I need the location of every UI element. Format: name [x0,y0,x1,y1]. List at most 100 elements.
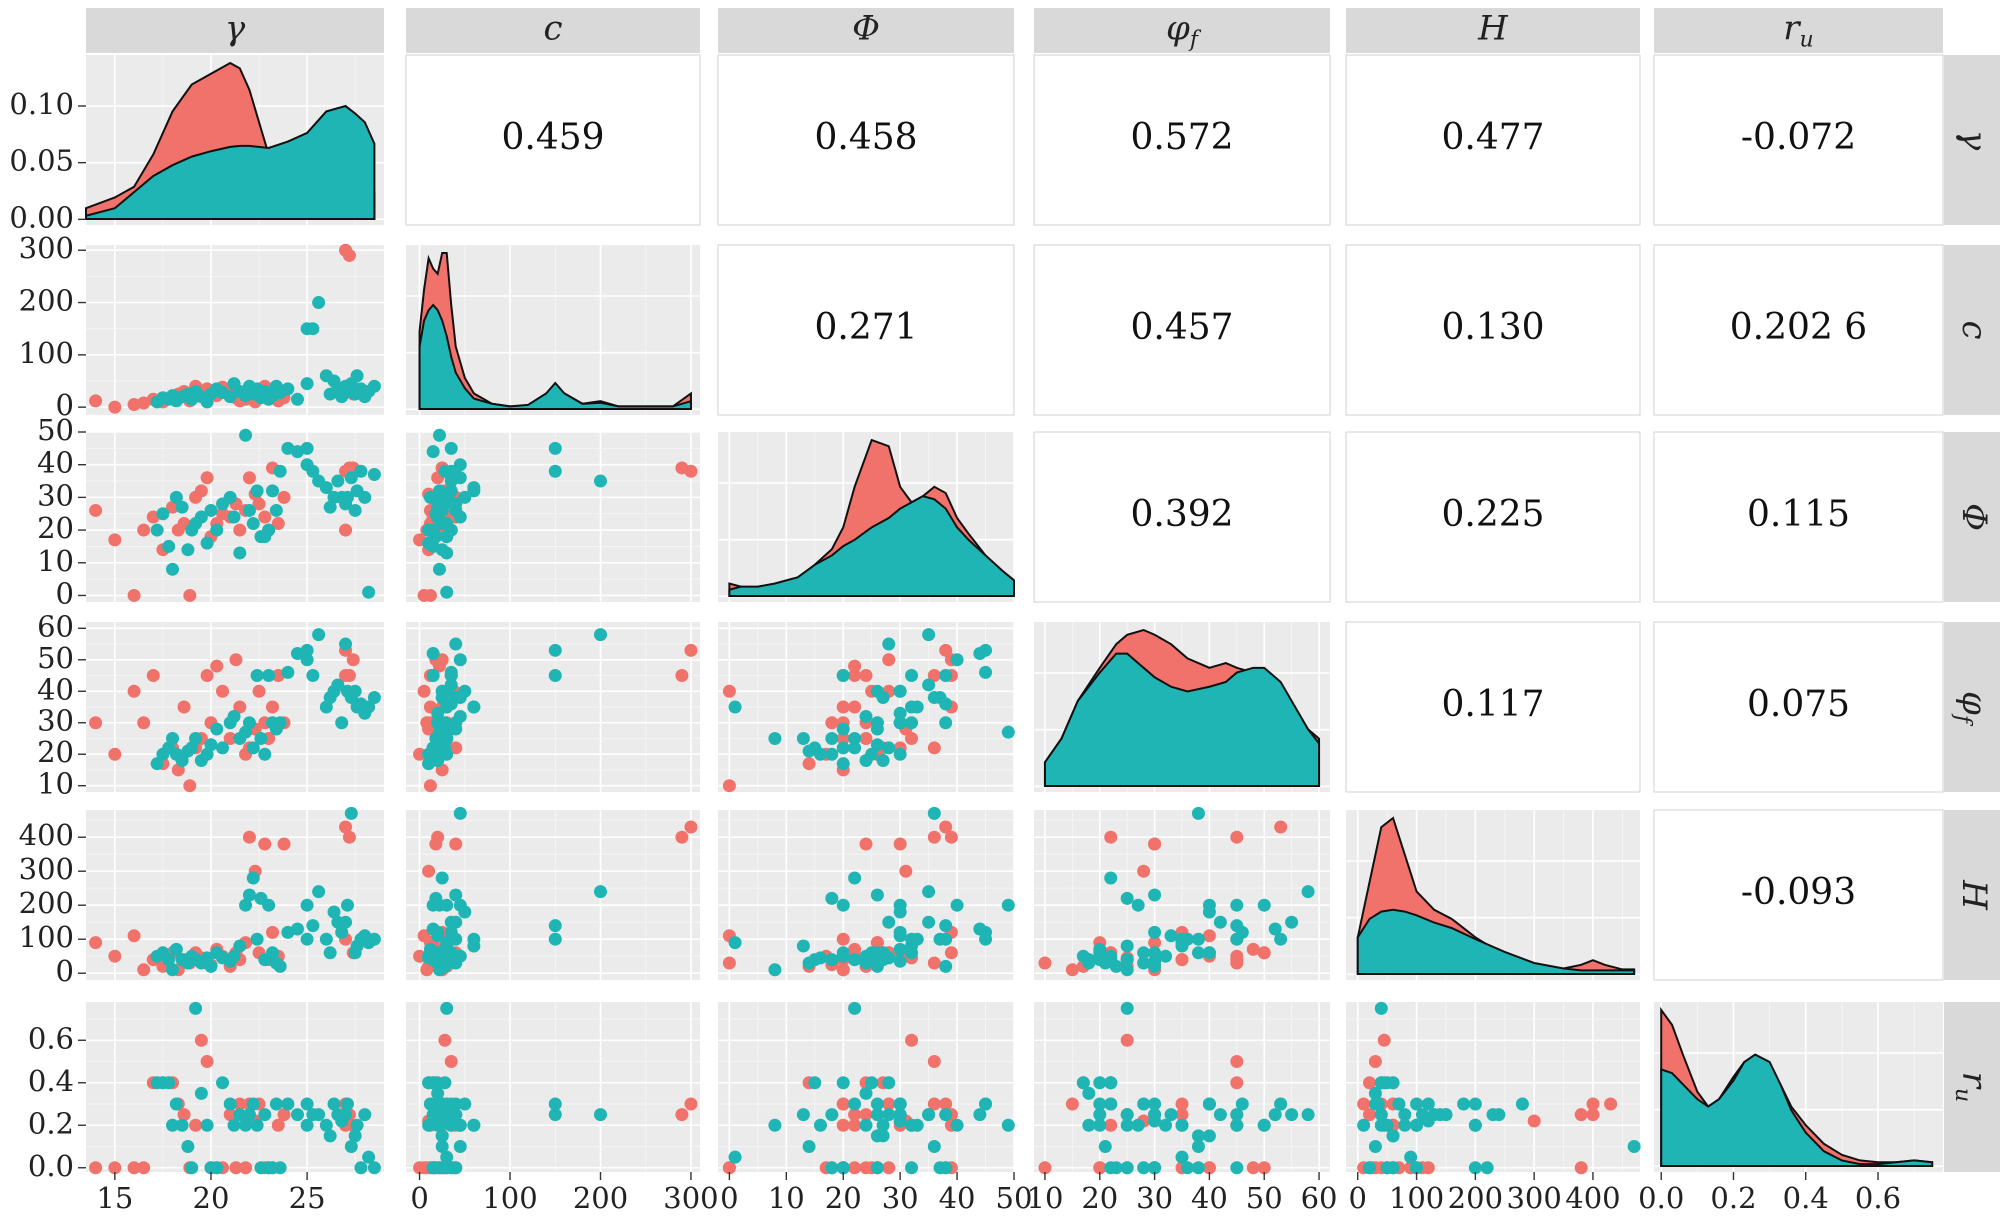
point-series-a [927,956,941,970]
point-series-a [233,700,247,714]
point-series-b [1492,1108,1506,1122]
y-tick-label: 0.4 [28,1064,74,1098]
point-series-b [290,392,304,406]
density-area-group-b [1660,1053,1934,1167]
point-series-b [1120,1161,1134,1175]
correlation-value: -0.093 [1741,872,1856,913]
point-series-b [300,643,314,657]
point-series-b [210,722,224,736]
point-series-b [300,441,314,455]
panel-c-c [406,245,700,415]
strip-row-bg [1944,245,2000,415]
point-series-b [331,678,345,692]
point-series-b [893,706,907,720]
point-series-b [905,1118,919,1132]
point-series-a [339,523,353,537]
point-series-b [1368,1097,1382,1111]
point-series-b [339,637,353,651]
point-series-b [250,484,264,498]
point-series-a [242,471,256,485]
point-series-a [1574,1108,1588,1122]
point-series-b [269,503,283,517]
point-series-b [431,1086,445,1100]
point-series-b [768,963,782,977]
correlation-panel-bg [717,54,1015,226]
point-series-b [223,1097,237,1111]
point-series-a [342,830,356,844]
point-series-b [848,1001,862,1015]
point-series-b [435,871,449,885]
y-tick-label: 0.6 [28,1021,74,1055]
y-tick-label: 20 [37,511,74,545]
point-series-b [344,1140,358,1153]
point-series-b [150,523,164,537]
point-series-b [300,898,314,912]
correlation-panel-bg [1653,244,1944,416]
point-series-a [848,700,862,714]
point-series-b [181,543,195,557]
point-series-b [300,1097,314,1111]
point-series-b [905,939,919,953]
point-series-b [1001,1118,1015,1132]
point-series-b [438,959,452,973]
point-series-b [429,731,443,745]
y-tick-label: 10 [37,544,74,578]
x-tick-label: 0.4 [1783,1181,1829,1215]
point-series-b [548,464,562,478]
point-series-a [200,1055,214,1068]
point-series-b [306,322,320,336]
point-series-b [350,1118,364,1132]
point-series-b [358,490,372,504]
point-series-b [449,915,463,929]
point-series-b [281,1097,295,1111]
point-series-b [1159,949,1173,963]
point-series-b [1268,1108,1282,1122]
point-series-b [432,428,446,442]
point-series-b [882,1076,896,1090]
point-series-b [354,464,368,478]
point-series-b [319,481,333,495]
point-series-a [429,837,443,851]
point-series-b [422,747,436,761]
point-series-b [1191,932,1205,946]
point-series-b [435,684,449,698]
point-series-b [1104,1097,1118,1111]
point-series-b [1093,1108,1107,1122]
point-series-a [271,1118,285,1132]
strip-col-bg [86,8,384,53]
point-series-b [1082,1118,1096,1132]
panel-gamma-c: 0.459 [405,54,701,226]
point-series-b [431,754,445,768]
point-series-b [1148,1097,1162,1111]
point-series-a [137,716,151,730]
panel-phi_f-H: 0.117 [1345,621,1641,793]
point-series-a [183,779,197,793]
y-tick-label: 50 [37,413,74,447]
point-series-a [1137,864,1151,878]
point-series-a [836,1097,850,1111]
point-series-b [440,898,454,912]
point-series-b [467,700,481,714]
point-series-a [1093,1161,1107,1175]
y-tick-label: 30 [37,704,74,738]
point-series-b [922,628,936,642]
point-series-b [440,1097,454,1111]
point-series-b [444,441,458,455]
point-series-b [1137,946,1151,960]
point-series-b [150,757,164,771]
density-area-group-b [1356,908,1636,975]
point-series-a [346,653,360,667]
point-series-b [836,1161,850,1175]
point-series-b [796,731,810,745]
point-series-a [675,830,689,844]
point-series-b [210,1161,224,1175]
point-series-b [939,919,953,933]
point-series-b [440,490,454,504]
point-series-b [1368,1140,1382,1153]
point-series-a [1586,1097,1600,1111]
point-series-a [836,731,850,745]
x-tick-label: 100 [1389,1181,1444,1215]
point-series-a [927,669,941,683]
point-series-a [684,643,698,657]
point-series-b [312,296,326,310]
